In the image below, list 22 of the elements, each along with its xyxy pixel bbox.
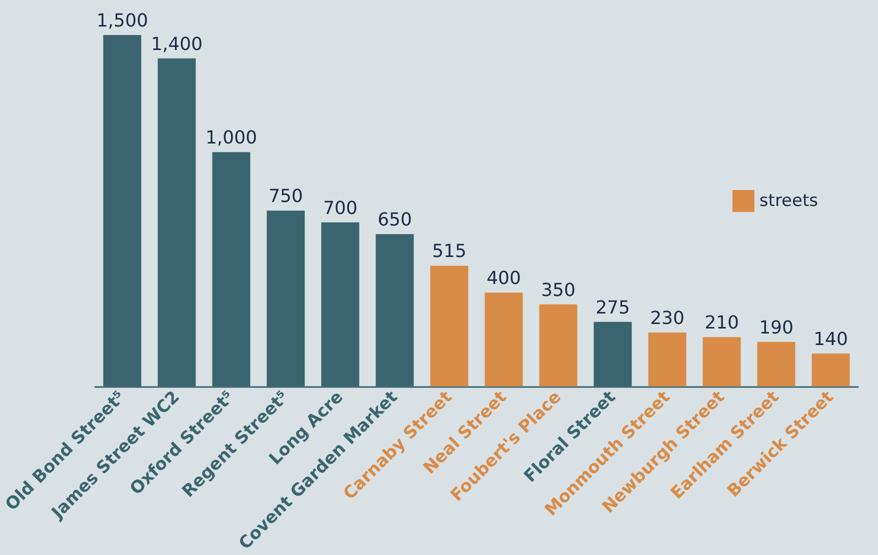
bar xyxy=(648,332,686,386)
data-label: 190 xyxy=(759,317,794,338)
data-label: 700 xyxy=(323,198,358,219)
legend-label: streets xyxy=(759,191,818,211)
data-label: 350 xyxy=(541,280,576,301)
bar xyxy=(757,342,796,386)
data-label: 750 xyxy=(268,186,303,208)
bar xyxy=(812,354,850,386)
data-label: 400 xyxy=(486,268,521,290)
bar xyxy=(484,292,523,386)
data-label: 210 xyxy=(704,312,739,334)
bar xyxy=(702,337,741,386)
bar xyxy=(539,304,578,386)
data-label: 275 xyxy=(596,297,630,318)
data-label: 1,400 xyxy=(150,34,203,55)
bar xyxy=(430,266,468,386)
data-label: 140 xyxy=(814,329,848,350)
data-label: 230 xyxy=(650,308,684,329)
data-label: 1,500 xyxy=(96,10,148,32)
data-label: 1,000 xyxy=(205,128,258,149)
data-label: 515 xyxy=(432,241,466,262)
data-label: 650 xyxy=(378,210,412,231)
